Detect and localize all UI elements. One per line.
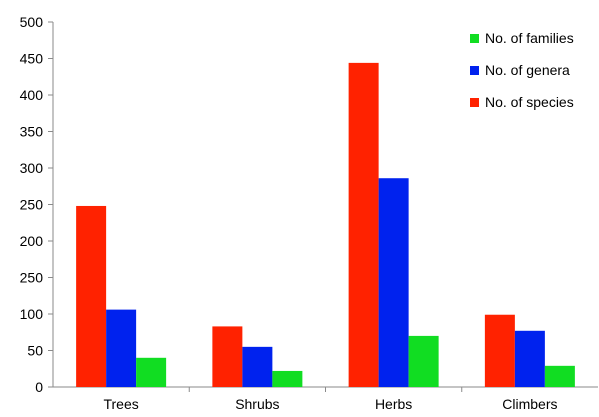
y-tick-label: 250 bbox=[20, 197, 44, 213]
bar-no-of-species-herbs bbox=[348, 62, 379, 387]
bar-no-of-families-shrubs bbox=[272, 370, 303, 387]
y-tick-label: 250 bbox=[20, 270, 44, 286]
bar-no-of-families-herbs bbox=[408, 335, 439, 387]
bar-no-of-genera-shrubs bbox=[242, 346, 273, 387]
y-tick-label: 500 bbox=[20, 14, 44, 30]
bars bbox=[76, 62, 575, 387]
bar-no-of-genera-trees bbox=[106, 309, 137, 387]
bar-no-of-species-trees bbox=[76, 205, 107, 387]
x-tick-label: Climbers bbox=[502, 396, 557, 412]
legend-label: No. of genera bbox=[485, 62, 570, 78]
y-tick-label: 50 bbox=[27, 343, 43, 359]
bar-no-of-species-shrubs bbox=[212, 326, 243, 387]
bar-no-of-genera-climbers bbox=[514, 330, 545, 387]
bar-no-of-families-climbers bbox=[544, 365, 575, 387]
bar-no-of-families-trees bbox=[136, 357, 167, 387]
legend-label: No. of families bbox=[485, 30, 574, 46]
x-tick-label: Shrubs bbox=[235, 396, 279, 412]
y-tick-label: 100 bbox=[20, 306, 44, 322]
legend-swatch bbox=[470, 66, 479, 75]
x-tick-label: Herbs bbox=[375, 396, 412, 412]
tick-labels: 0 50 100 250 200 250 300 350 400 450 500 Trees Shrub… bbox=[20, 14, 558, 412]
y-tick-label: 450 bbox=[20, 51, 44, 67]
bar-no-of-genera-herbs bbox=[378, 178, 409, 387]
y-tick-label: 350 bbox=[20, 124, 44, 140]
x-tick-label: Trees bbox=[103, 396, 138, 412]
y-tick-label: 300 bbox=[20, 160, 44, 176]
legend-swatch bbox=[470, 98, 479, 107]
y-tick-label: 0 bbox=[35, 379, 43, 395]
legend-label: No. of species bbox=[485, 94, 574, 110]
legend-swatch bbox=[470, 34, 479, 43]
y-tick-label: 200 bbox=[20, 233, 44, 249]
legend: No. of families No. of genera No. of speci… bbox=[470, 30, 574, 110]
bar-no-of-species-climbers bbox=[484, 314, 515, 387]
y-tick-label: 400 bbox=[20, 87, 44, 103]
